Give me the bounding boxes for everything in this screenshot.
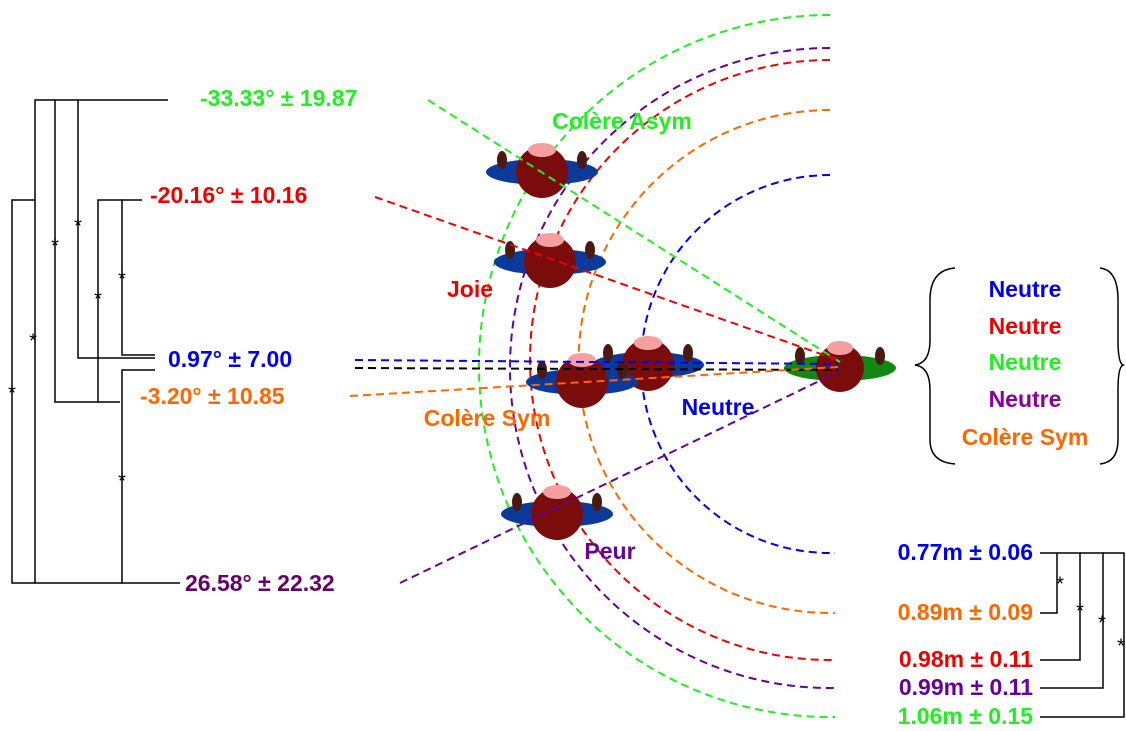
legend-item: Colère Sym — [962, 424, 1089, 450]
distance-arc — [509, 47, 835, 689]
asterisk: * — [1117, 635, 1125, 657]
angle-label: -33.33° ± 19.87 — [200, 85, 357, 111]
distance-arc — [478, 14, 835, 718]
agent-label: Joie — [447, 276, 493, 302]
asterisk: * — [29, 330, 37, 352]
asterisk: * — [1076, 600, 1084, 622]
agent — [486, 143, 598, 198]
asterisk: * — [118, 268, 126, 290]
agent — [494, 233, 606, 288]
distance-label: 0.77m ± 0.06 — [898, 539, 1033, 565]
asterisk: * — [74, 215, 82, 237]
agent-neutral — [784, 341, 896, 392]
distance-label: 0.99m ± 0.11 — [899, 674, 1033, 700]
angle-label: -3.20° ± 10.85 — [140, 383, 285, 409]
angle-lines — [349, 99, 841, 584]
legend-item: Neutre — [989, 349, 1062, 375]
distance-label: 0.89m ± 0.09 — [898, 599, 1033, 625]
agent-label: Colère Sym — [424, 405, 551, 431]
asterisk: * — [51, 235, 59, 257]
legend-item: Neutre — [989, 313, 1062, 339]
brackets — [11, 99, 1126, 718]
asterisk: * — [8, 382, 16, 404]
distance-label: 0.98m ± 0.11 — [899, 646, 1033, 672]
distance-arc — [529, 59, 835, 661]
distance-label: 1.06m ± 0.15 — [898, 703, 1034, 729]
agents — [486, 143, 896, 540]
agent-label: Neutre — [682, 394, 755, 420]
agent — [501, 485, 613, 540]
legend-item: Neutre — [989, 386, 1062, 412]
legend-item: Neutre — [989, 276, 1062, 302]
asterisk: * — [1098, 612, 1106, 634]
asterisk: * — [94, 288, 102, 310]
distance-labels: 0.77m ± 0.06 0.89m ± 0.09 0.98m ± 0.11 0… — [898, 539, 1034, 729]
asterisk: * — [118, 470, 126, 492]
asterisks: * * * * * * * * * * * — [8, 215, 1125, 657]
agent-labels: Colère Asym Joie Colère Sym Neutre Peur — [424, 108, 755, 564]
distance-arc — [577, 109, 835, 614]
angle-label: 0.97° ± 7.00 — [168, 346, 292, 372]
angle-label: -20.16° ± 10.16 — [150, 182, 307, 208]
angle-label: 26.58° ± 22.32 — [185, 570, 335, 596]
agent-label: Peur — [584, 538, 635, 564]
asterisk: * — [1056, 573, 1064, 595]
legend: Neutre Neutre Neutre Neutre Colère Sym — [962, 276, 1089, 450]
agent-label: Colère Asym — [552, 108, 692, 134]
angle-labels: -33.33° ± 19.87 -20.16° ± 10.16 0.97° ± … — [140, 85, 357, 596]
